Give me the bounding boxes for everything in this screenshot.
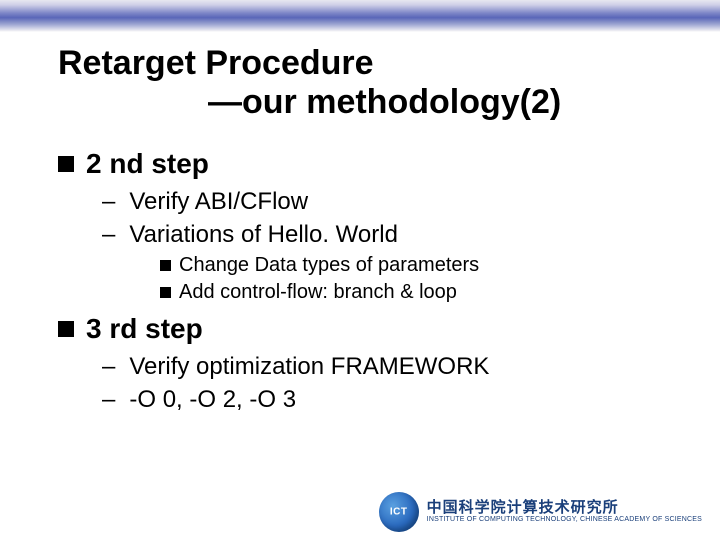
dash-bullet-icon: – xyxy=(102,186,115,217)
footer-org-text: 中国科学院计算技术研究所 INSTITUTE OF COMPUTING TECH… xyxy=(427,500,702,524)
bullet-level2: – -O 0, -O 2, -O 3 xyxy=(58,384,670,415)
bullet-text: Change Data types of parameters xyxy=(179,253,479,278)
footer-org-name-en: INSTITUTE OF COMPUTING TECHNOLOGY, CHINE… xyxy=(427,516,702,524)
bullet-text: -O 0, -O 2, -O 3 xyxy=(129,384,296,415)
title-line-2: —our methodology(2) xyxy=(58,83,670,122)
bullet-text: Verify ABI/CFlow xyxy=(129,186,308,217)
bullet-level2: – Verify ABI/CFlow xyxy=(58,186,670,217)
footer-branding: 中国科学院计算技术研究所 INSTITUTE OF COMPUTING TECH… xyxy=(379,492,702,532)
square-bullet-icon xyxy=(58,156,74,172)
slide-content: Retarget Procedure —our methodology(2) 2… xyxy=(0,32,720,415)
square-bullet-icon xyxy=(160,260,171,271)
decorative-top-band xyxy=(0,0,720,32)
dash-bullet-icon: – xyxy=(102,384,115,415)
bullet-level2: – Verify optimization FRAMEWORK xyxy=(58,351,670,382)
bullet-level1: 3 rd step xyxy=(58,313,670,345)
slide-title: Retarget Procedure —our methodology(2) xyxy=(58,44,670,122)
bullet-text: 2 nd step xyxy=(86,148,209,180)
ict-logo-icon xyxy=(379,492,419,532)
bullet-text: 3 rd step xyxy=(86,313,203,345)
bullet-text: Add control-flow: branch & loop xyxy=(179,280,457,305)
bullet-text: Variations of Hello. World xyxy=(129,219,398,250)
title-line-1: Retarget Procedure xyxy=(58,44,670,83)
dash-bullet-icon: – xyxy=(102,351,115,382)
square-bullet-icon xyxy=(58,321,74,337)
bullet-level3: Change Data types of parameters xyxy=(58,253,670,278)
bullet-text: Verify optimization FRAMEWORK xyxy=(129,351,489,382)
bullet-level3: Add control-flow: branch & loop xyxy=(58,280,670,305)
bullet-level2: – Variations of Hello. World xyxy=(58,219,670,250)
bullet-level1: 2 nd step xyxy=(58,148,670,180)
square-bullet-icon xyxy=(160,287,171,298)
dash-bullet-icon: – xyxy=(102,219,115,250)
footer-org-name-cn: 中国科学院计算技术研究所 xyxy=(427,500,702,517)
